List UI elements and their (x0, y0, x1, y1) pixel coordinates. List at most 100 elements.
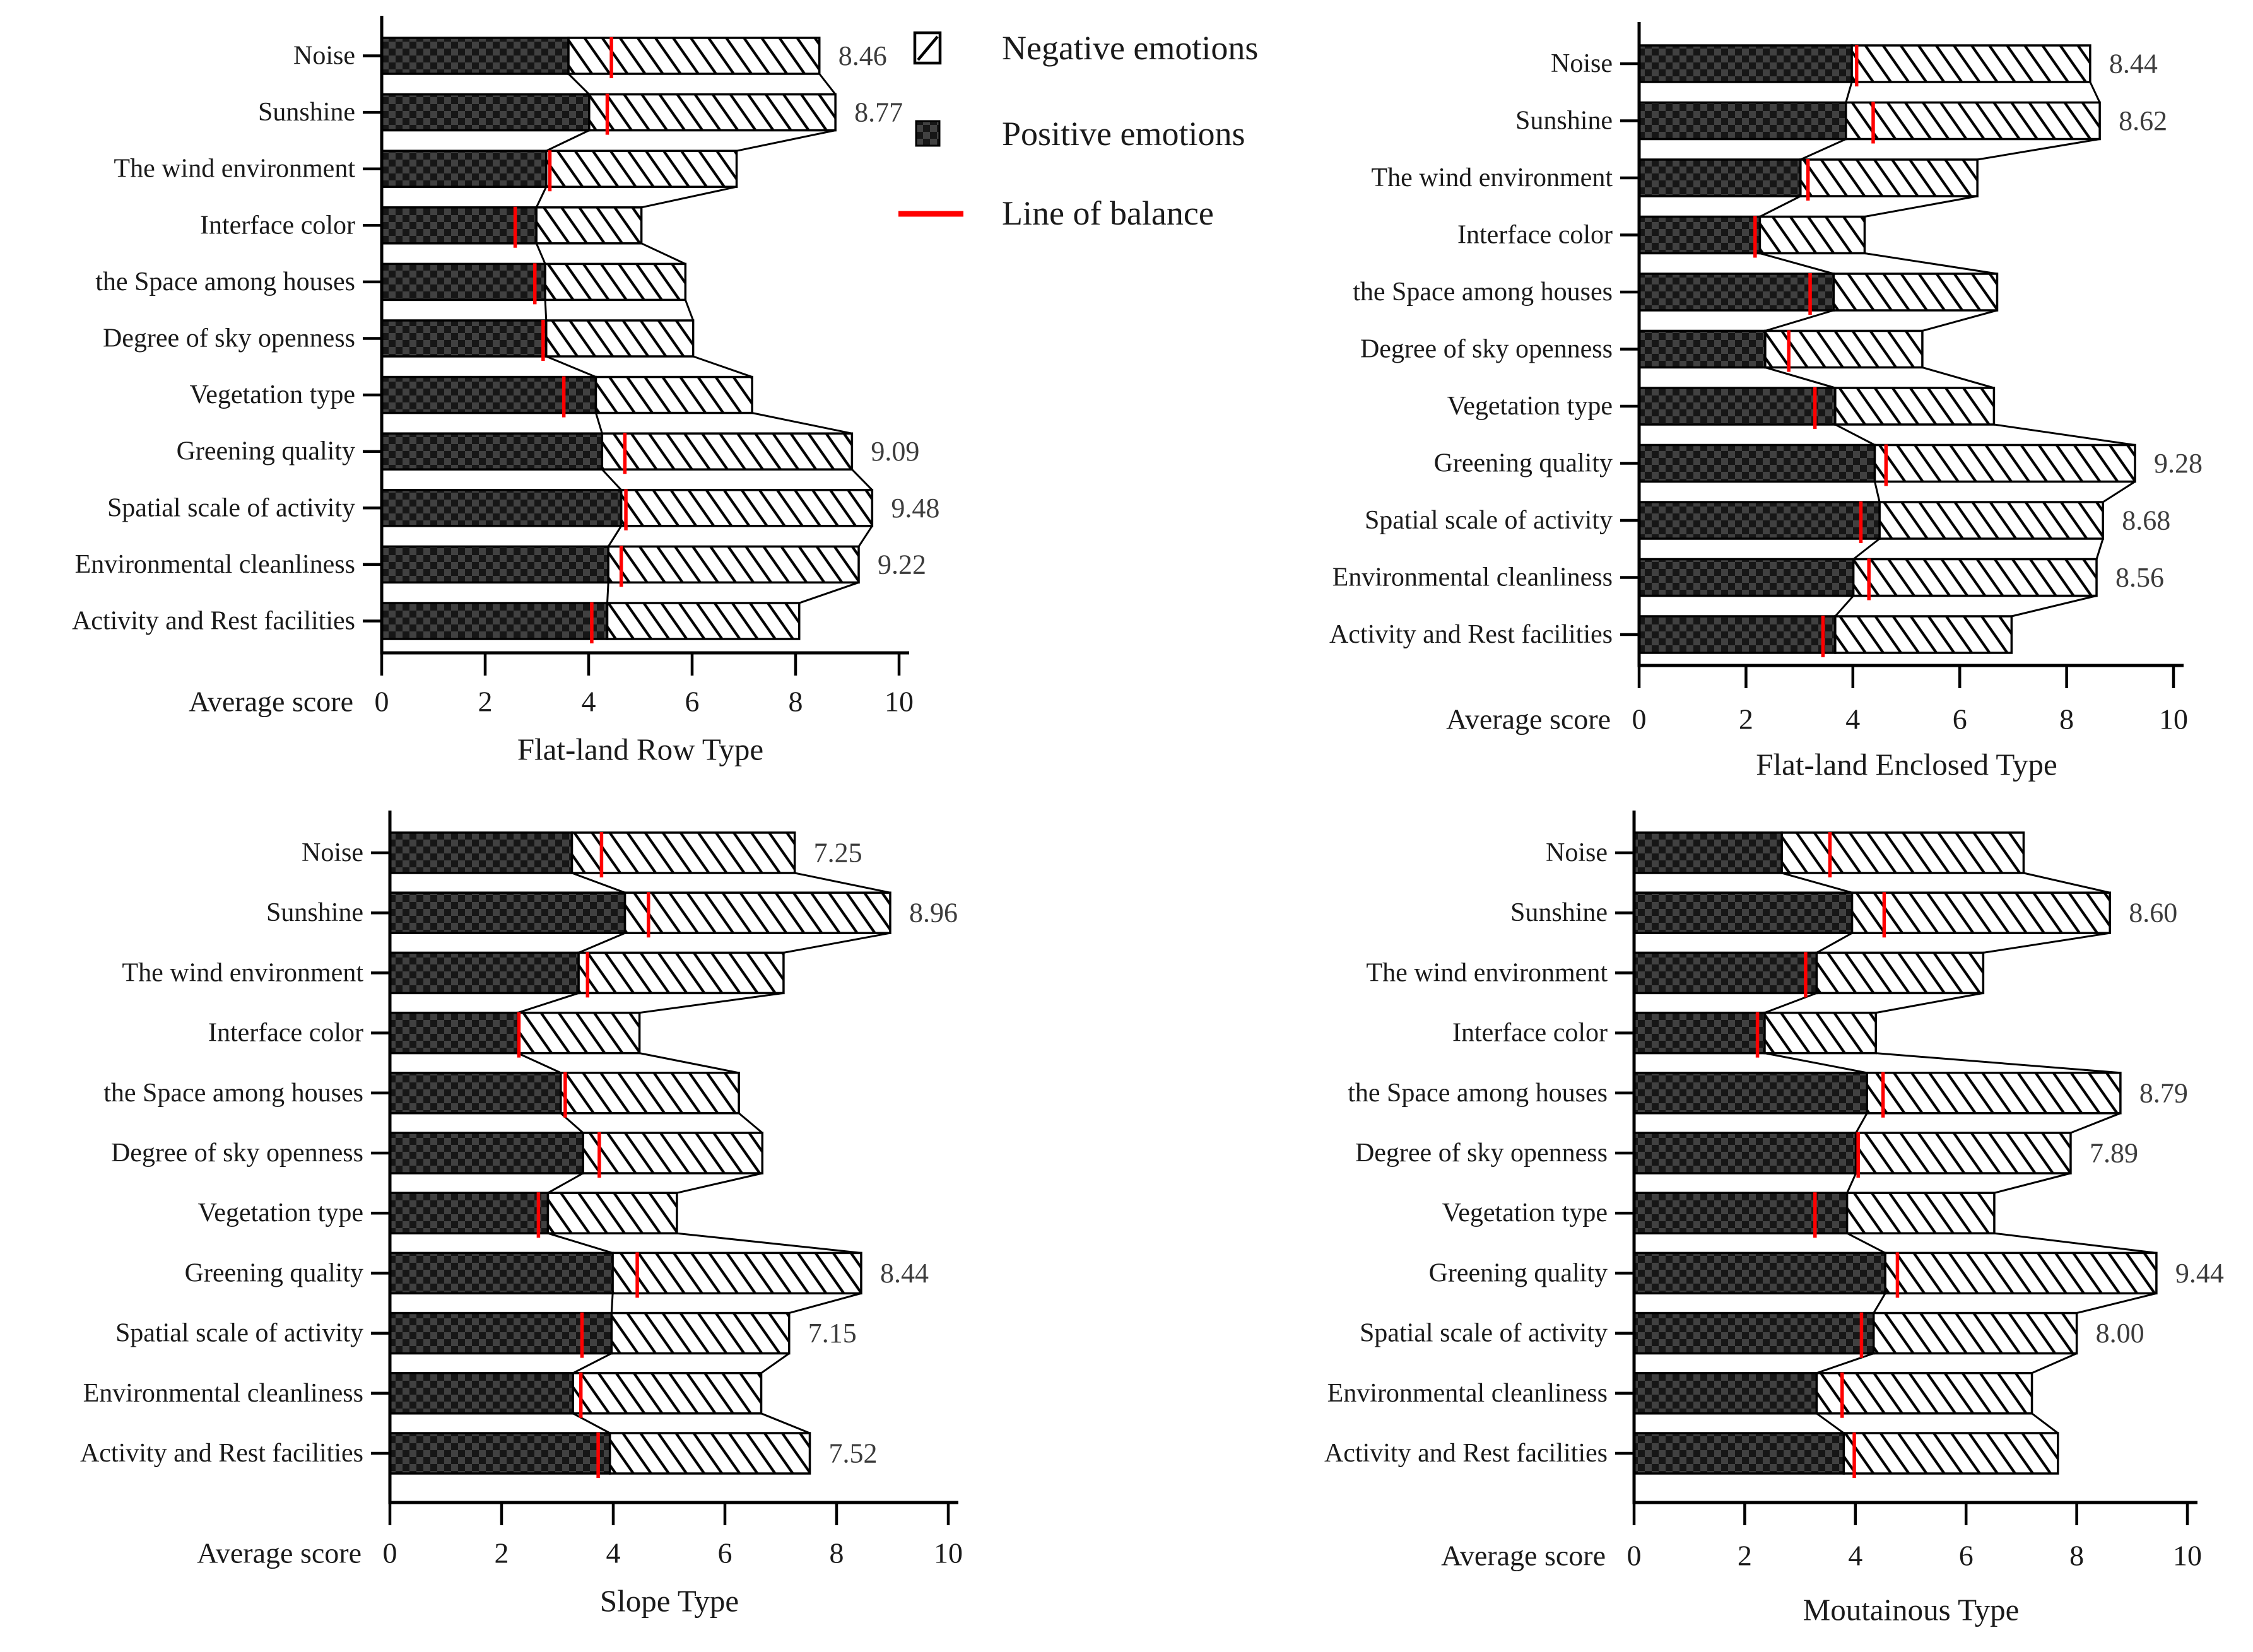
connector-total-boundary (2076, 1292, 2157, 1315)
x-tick-label: 8 (830, 1537, 844, 1569)
bar-positive-emotions (380, 432, 604, 471)
connector-positive-boundary (546, 355, 597, 378)
connector-total-boundary (1994, 1232, 2157, 1254)
category-label: Environmental cleanliness (1332, 563, 1613, 592)
bar-negative-emotions (1815, 951, 1985, 995)
category-label: Spatial scale of activity (115, 1319, 363, 1348)
connector-total-boundary (818, 73, 837, 95)
connector-positive-boundary (1855, 1113, 1868, 1134)
connector-total-boundary (1983, 932, 2110, 954)
bar-positive-emotions (389, 1372, 575, 1415)
bar-negative-emotions (606, 602, 801, 640)
bar-positive-emotions (1633, 1372, 1818, 1415)
bar-negative-emotions (1845, 1192, 1996, 1234)
bar-positive-emotions (380, 545, 609, 584)
value-label: 8.79 (2139, 1077, 2188, 1108)
bar-positive-emotions (1633, 1251, 1886, 1295)
bar-negative-emotions (545, 149, 738, 188)
bar-positive-emotions (1638, 158, 1802, 197)
connector-positive-boundary (1816, 1352, 1874, 1374)
connector-positive-boundary (1874, 481, 1881, 503)
bar-negative-emotions (1764, 329, 1924, 369)
connector-total-boundary (2070, 1112, 2121, 1134)
bar-positive-emotions (389, 1132, 584, 1175)
connector-total-boundary (789, 1292, 862, 1315)
bar-negative-emotions (610, 1311, 791, 1355)
bar-positive-emotions (1633, 1011, 1766, 1055)
x-tick-label: 2 (1739, 703, 1753, 735)
value-label: 7.89 (2090, 1138, 2138, 1169)
bar-negative-emotions (1832, 272, 1999, 312)
bar-negative-emotions (1815, 1372, 2033, 1415)
bar-negative-emotions (1866, 1072, 2122, 1115)
value-label: 8.77 (854, 97, 903, 128)
value-label: 9.48 (891, 493, 939, 524)
bar-positive-emotions (1633, 1432, 1845, 1475)
connector-total-boundary (851, 469, 873, 491)
bar-negative-emotions (608, 1432, 811, 1475)
bar-positive-emotions (380, 602, 609, 640)
legend-label-negative-emotions: Negative emotions (1002, 29, 1258, 67)
bar-positive-emotions (1633, 831, 1783, 874)
x-tick-label: 4 (1845, 703, 1860, 735)
category-label: Interface color (200, 211, 355, 240)
bar-negative-emotions (1799, 158, 1979, 197)
connector-total-boundary (676, 1232, 862, 1254)
bar-positive-emotions (1638, 387, 1837, 426)
connector-total-boundary (1922, 309, 1997, 332)
bar-positive-emotions (389, 891, 626, 934)
bar-positive-emotions (1638, 558, 1855, 597)
connector-positive-boundary (1760, 252, 1834, 275)
bar-negative-emotions (1834, 387, 1996, 426)
connector-total-boundary (2089, 81, 2101, 103)
category-label: the Space among houses (1348, 1079, 1608, 1108)
connector-positive-boundary (548, 1232, 613, 1254)
bar-positive-emotions (1638, 215, 1762, 255)
connector-positive-boundary (1846, 1173, 1857, 1193)
x-tick-label: 2 (495, 1537, 509, 1569)
connector-total-boundary (760, 1412, 811, 1434)
category-label: Vegetation type (190, 380, 355, 409)
connector-positive-boundary (601, 469, 622, 491)
bar-positive-emotions (1638, 44, 1853, 83)
bar-positive-emotions (380, 93, 591, 132)
bar-negative-emotions (546, 1192, 678, 1234)
category-label: Spatial scale of activity (107, 493, 355, 522)
category-label: Sunshine (1510, 898, 1608, 927)
x-tick-label: 10 (885, 686, 914, 718)
bar-negative-emotions (1873, 443, 2136, 483)
connector-positive-boundary (517, 1052, 562, 1074)
connector-total-boundary (760, 1352, 790, 1374)
bar-positive-emotions (1633, 1132, 1857, 1175)
bar-negative-emotions (567, 37, 821, 75)
value-label: 9.44 (2175, 1258, 2224, 1289)
connector-positive-boundary (1816, 1412, 1845, 1434)
category-label: the Space among houses (1353, 278, 1613, 307)
category-label: Noise (1551, 49, 1613, 78)
connector-positive-boundary (547, 1172, 584, 1194)
category-label: Interface color (208, 1019, 363, 1048)
connector-total-boundary (1864, 195, 1978, 218)
connector-total-boundary (1875, 992, 1984, 1014)
connector-positive-boundary (1764, 992, 1817, 1014)
legend: Negative emotions Positive emotions Line… (898, 29, 1258, 232)
connector-total-boundary (639, 1052, 739, 1074)
connector-total-boundary (676, 1172, 763, 1194)
connector-positive-boundary (1765, 309, 1834, 332)
bar-positive-emotions (389, 1311, 613, 1355)
category-label: the Space among houses (103, 1079, 363, 1108)
connector-positive-boundary (1852, 537, 1881, 560)
bar-positive-emotions (1633, 1072, 1868, 1115)
bar-positive-emotions (389, 1432, 611, 1475)
value-label: 7.15 (808, 1318, 857, 1349)
category-label: The wind environment (114, 155, 355, 184)
category-label: Greening quality (1429, 1258, 1608, 1287)
bar-positive-emotions (1633, 1311, 1875, 1355)
connector-positive-boundary (607, 525, 622, 548)
connector-total-boundary (2031, 1412, 2059, 1434)
bar-negative-emotions (1758, 215, 1866, 255)
category-label: Degree of sky openness (103, 324, 355, 353)
bar-negative-emotions (1834, 615, 2013, 654)
connector-positive-boundary (1759, 195, 1801, 218)
